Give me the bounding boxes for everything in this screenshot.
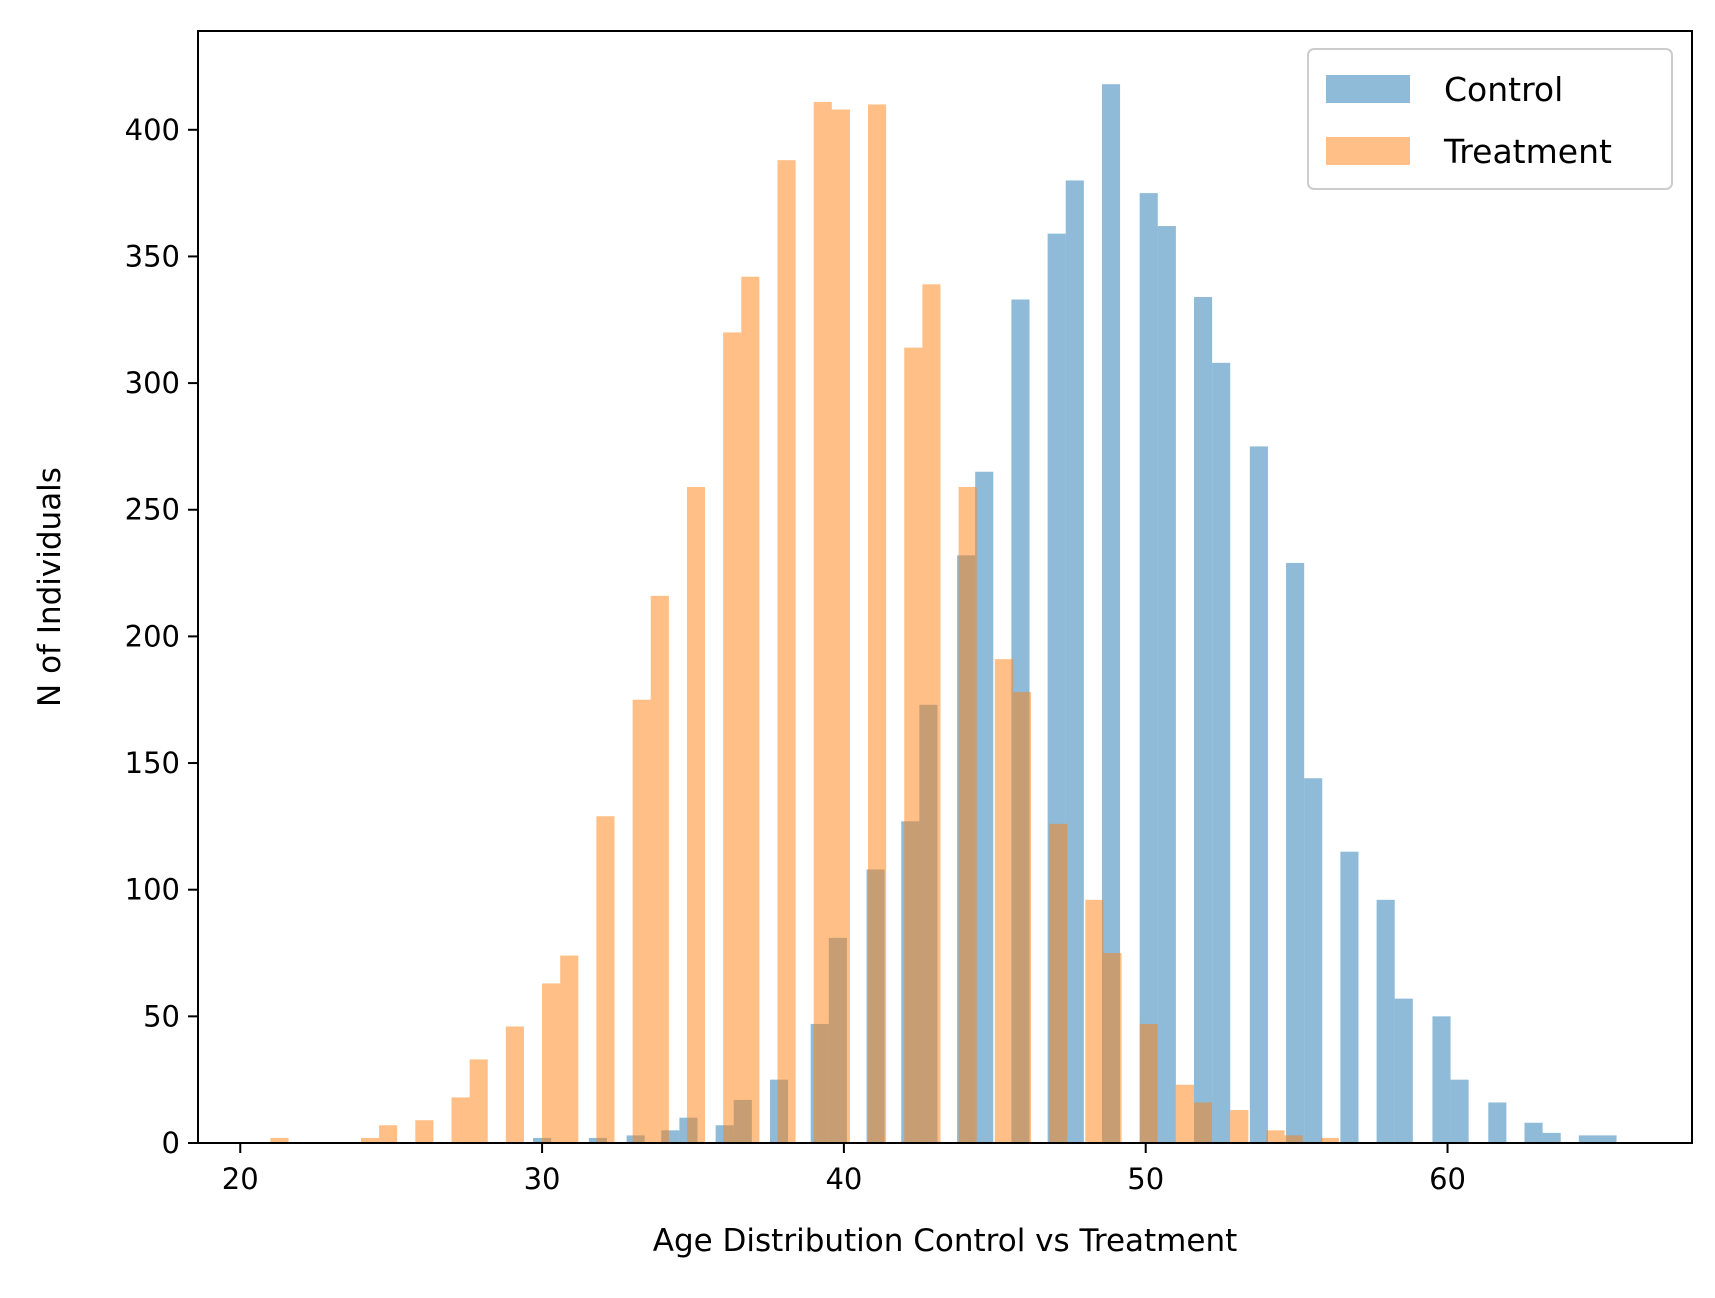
histogram-bar-control (1194, 296, 1213, 1144)
histogram-bar-treatment (868, 104, 887, 1144)
histogram-bar-control (1578, 1135, 1599, 1143)
histogram-bar-control (975, 471, 994, 1143)
y-tick-label: 300 (125, 366, 180, 400)
histogram-bar-control (1065, 180, 1084, 1143)
y-tick-label: 50 (143, 999, 180, 1033)
histogram-bar-treatment (415, 1120, 434, 1143)
histogram-bar-treatment (1284, 1135, 1303, 1143)
legend-label-treatment: Treatment (1443, 132, 1612, 171)
series-treatment-bars (270, 101, 1339, 1144)
histogram-bar-treatment (451, 1097, 470, 1143)
bars-layer (270, 84, 1617, 1144)
histogram-bar-treatment (632, 699, 651, 1143)
x-tick-label: 20 (222, 1162, 259, 1196)
histogram-bar-control (1139, 193, 1158, 1144)
histogram-bar-treatment (777, 160, 796, 1143)
histogram-bar-treatment (994, 659, 1013, 1143)
plot-frame (197, 30, 1693, 1144)
histogram-bar-control (1340, 851, 1359, 1143)
histogram-bar-control (1286, 562, 1305, 1143)
histogram-bar-treatment (723, 332, 742, 1143)
histogram-bar-control (1157, 226, 1176, 1144)
histogram-bar-treatment (1085, 899, 1104, 1143)
histogram-bar-treatment (542, 983, 561, 1143)
histogram-bar-treatment (686, 486, 706, 1143)
histogram-bar-control (1598, 1135, 1617, 1143)
histogram-bar-control (1524, 1122, 1543, 1143)
y-tick-label: 250 (125, 493, 180, 527)
histogram-bar-treatment (1175, 1084, 1194, 1143)
histogram-bar-treatment (379, 1125, 398, 1143)
y-tick-label: 200 (125, 619, 180, 653)
histogram-bar-treatment (958, 486, 977, 1143)
y-tick-label: 100 (125, 873, 180, 907)
x-tick-label: 50 (1127, 1162, 1164, 1196)
histogram-bar-control (1450, 1079, 1469, 1143)
x-axis: 20 30 40 50 60 (222, 1143, 1466, 1196)
y-tick-label: 400 (125, 113, 180, 147)
histogram-bar-treatment (1266, 1130, 1285, 1143)
x-tick-label: 40 (825, 1162, 862, 1196)
histogram-bar-treatment (360, 1137, 380, 1143)
y-axis: 0 50 100 150 200 250 300 350 400 (125, 113, 198, 1160)
histogram-bar-control (1249, 446, 1268, 1143)
histogram-bar-control (1542, 1132, 1561, 1143)
histogram-bar-control (1432, 1016, 1451, 1143)
histogram-bar-treatment (1194, 1102, 1213, 1143)
histogram-bar-control (1488, 1102, 1507, 1143)
histogram-bar-treatment (560, 955, 579, 1143)
histogram-bar-treatment (831, 109, 850, 1143)
histogram-bar-treatment (1139, 1023, 1158, 1143)
histogram-bar-treatment (1049, 823, 1068, 1143)
histogram-bar-control (1376, 899, 1395, 1143)
histogram-bar-treatment (596, 816, 615, 1143)
histogram-bar-treatment (505, 1026, 524, 1143)
histogram-bar-control (1101, 84, 1121, 1144)
histogram-bar-treatment (922, 284, 941, 1143)
histogram-bar-treatment (1320, 1137, 1339, 1143)
legend: Control Treatment (1307, 48, 1673, 190)
histogram-bar-treatment (1103, 953, 1122, 1143)
histogram-bar-treatment (813, 101, 832, 1143)
histogram-bar-treatment (469, 1059, 488, 1143)
histogram-bar-treatment (1230, 1110, 1249, 1143)
histogram-bar-control (1304, 778, 1323, 1143)
y-tick-label: 350 (125, 239, 180, 273)
histogram-bar-control (1212, 362, 1231, 1144)
histogram-bar-treatment (904, 347, 923, 1143)
legend-swatch-treatment (1326, 137, 1410, 165)
y-tick-label: 150 (125, 746, 180, 780)
histogram-bar-treatment (1012, 692, 1032, 1143)
y-tick-label: 0 (162, 1126, 180, 1160)
x-axis-title: Age Distribution Control vs Treatment (653, 1223, 1238, 1259)
histogram-bar-control (1394, 998, 1413, 1143)
x-tick-label: 60 (1429, 1162, 1466, 1196)
histogram-bar-treatment (650, 595, 669, 1143)
histogram-bar-treatment (270, 1137, 289, 1143)
legend-swatch-control (1326, 75, 1410, 103)
legend-label-control: Control (1444, 70, 1563, 109)
y-axis-title: N of Individuals (32, 467, 68, 707)
histogram-bar-treatment (741, 276, 760, 1143)
x-tick-label: 30 (524, 1162, 561, 1196)
